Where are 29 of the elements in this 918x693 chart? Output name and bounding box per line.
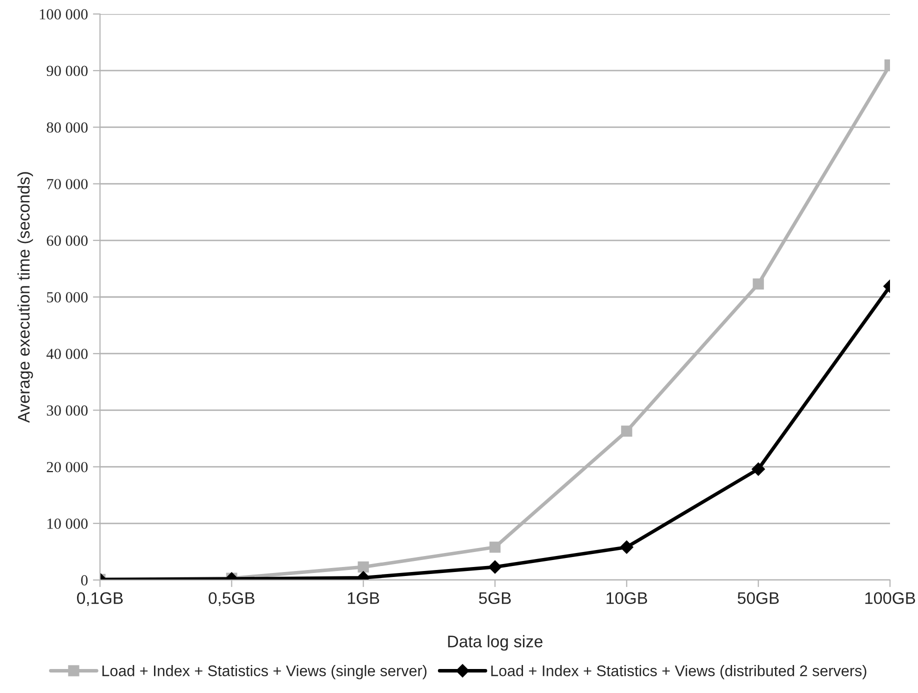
y-tick-label: 40 000: [46, 348, 88, 360]
y-tick-label: 90 000: [46, 66, 88, 76]
point: [620, 540, 634, 554]
point: [751, 462, 766, 476]
point: [358, 561, 369, 573]
y-tick-label: 0: [81, 575, 88, 586]
y-tick-label: 50 000: [47, 292, 88, 302]
y-tick-label: 30 000: [46, 405, 88, 416]
y-tick-label: 60 000: [46, 236, 88, 246]
y-tick-label: 100 000: [40, 9, 88, 20]
y-tick-label: 80 000: [46, 122, 88, 133]
y-tick-label: 10 000: [48, 518, 88, 529]
x-tick-label: 1GB: [348, 592, 380, 604]
x-tick-label: 50GB: [738, 592, 779, 604]
x-tick-label: 10GB: [606, 592, 648, 604]
y-axis-title: Average execution time (seconds): [17, 172, 33, 423]
point: [752, 278, 764, 290]
x-tick-label: 0,1GB: [77, 592, 123, 606]
point: [489, 542, 501, 553]
legend-label: Load + Index + Statistics + Views (single server): [102, 665, 426, 680]
point: [621, 426, 632, 437]
y-tick-label: 70 000: [47, 178, 88, 190]
x-axis-title: Data log size: [448, 635, 542, 651]
legend-label: Load + Index + Statistics + Views (distributed 2 servers): [491, 665, 866, 680]
x-tick-label: 5GB: [478, 592, 511, 604]
x-tick-label: 100GB: [865, 592, 916, 604]
point: [488, 560, 502, 574]
x-tick-label: 0,5GB: [208, 592, 254, 606]
y-tick-label: 20 000: [46, 462, 88, 472]
